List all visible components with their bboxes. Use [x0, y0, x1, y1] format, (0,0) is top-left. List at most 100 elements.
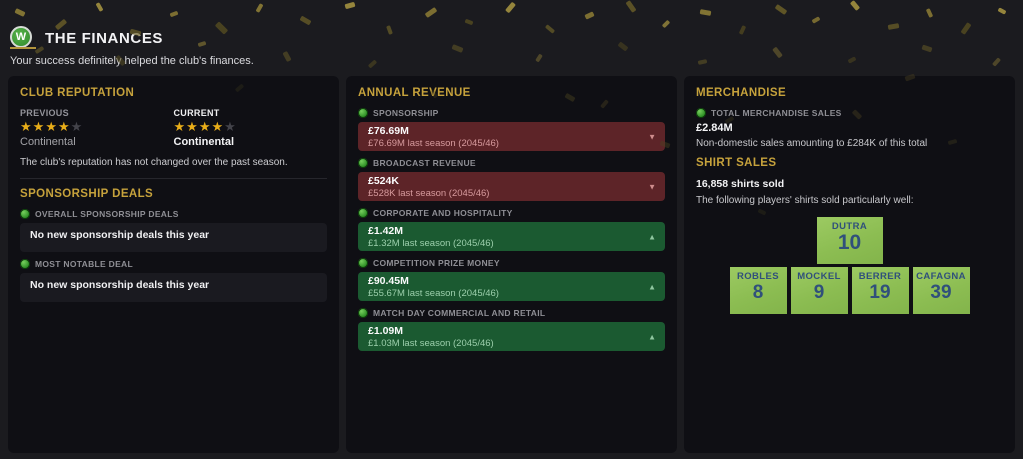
shirt-player-name: BERRER [858, 271, 902, 282]
shirt-row: ROBLES 8 MOCKEL 9 BERRER 19 CAFAGNA 39 [696, 267, 1003, 314]
revenue-last-season: £528K last season (2045/46) [368, 188, 490, 199]
merchandise-heading: MERCHANDISE [696, 87, 787, 99]
confetti-piece [299, 15, 312, 26]
confetti-piece [699, 9, 712, 16]
confetti-piece [197, 40, 207, 48]
confetti-piece [367, 59, 378, 69]
confetti-piece [95, 2, 104, 12]
shirt-mockel: MOCKEL 9 [790, 267, 848, 314]
revenue-value: £90.45M [368, 275, 409, 287]
confetti-piece [849, 0, 861, 11]
star-icon: ★ [173, 119, 187, 134]
sponsorship-deals-icon [20, 209, 30, 219]
club-reputation-panel: CLUB REPUTATION PREVIOUS ★★★★★ Continent… [8, 76, 339, 453]
reputation-summary: The club's reputation has not changed ov… [20, 157, 288, 168]
confetti-piece [169, 10, 179, 18]
confetti-piece [505, 1, 516, 14]
total-merchandise-value: £2.84M [696, 122, 733, 134]
corporate-category-icon [358, 208, 368, 218]
corporate-label-row: CORPORATE AND HOSPITALITY [358, 208, 665, 218]
confetti-piece [811, 16, 821, 24]
overall-sponsorship-card: No new sponsorship deals this year [20, 223, 327, 252]
corporate-label: CORPORATE AND HOSPITALITY [373, 208, 513, 218]
confetti-piece [661, 19, 671, 29]
confetti-piece [921, 44, 933, 53]
shirts-note: The following players' shirts sold parti… [696, 195, 914, 206]
star-icon: ★ [45, 119, 58, 134]
broadcast-label-row: BROADCAST REVENUE [358, 158, 665, 168]
confetti-piece [847, 56, 857, 64]
confetti-piece [214, 21, 229, 35]
confetti-piece [584, 11, 595, 20]
section-divider [20, 178, 327, 179]
confetti-piece [774, 4, 788, 15]
star-icon: ★ [224, 119, 237, 134]
revenue-last-season: £76.69M last season (2045/46) [368, 138, 499, 149]
confetti-piece [54, 18, 68, 31]
shirt-sales-heading: SHIRT SALES [696, 157, 777, 169]
shirt-cafagna: CAFAGNA 39 [912, 267, 970, 314]
confetti-piece [282, 50, 292, 63]
annual-revenue-panel: ANNUAL REVENUE SPONSORSHIP £76.69M £76.6… [346, 76, 677, 453]
club-reputation-heading: CLUB REPUTATION [20, 87, 135, 99]
confetti-piece [887, 23, 900, 30]
trend-arrow-icon [648, 132, 656, 141]
star-icon: ★ [198, 119, 212, 134]
shirt-player-name: CAFAGNA [916, 271, 966, 282]
previous-label: PREVIOUS [20, 108, 69, 118]
current-label: CURRENT [173, 108, 220, 118]
club-badge-letter: W [15, 31, 27, 43]
confetti-piece [14, 8, 26, 17]
notable-deal-icon [20, 259, 30, 269]
notable-deal-label-row: MOST NOTABLE DEAL [20, 259, 327, 269]
current-reputation-level: Continental [173, 136, 235, 148]
reputation-comparison: PREVIOUS ★★★★★ Continental CURRENT ★★★★★… [20, 108, 327, 148]
confetti-piece [697, 59, 708, 65]
star-icon: ★ [186, 119, 199, 134]
confetti-piece [960, 22, 972, 35]
accent-underline [10, 47, 36, 49]
revenue-value: £524K [368, 175, 399, 187]
shirt-number: 19 [869, 282, 891, 303]
corporate-revenue-card: £1.42M £1.32M last season (2045/46) [358, 222, 665, 251]
match-day-label-row: MATCH DAY COMMERCIAL AND RETAIL [358, 308, 665, 318]
prize-money-label-row: COMPETITION PRIZE MONEY [358, 258, 665, 268]
reputation-current: CURRENT ★★★★★ Continental [174, 108, 328, 148]
page-title: THE FINANCES [45, 30, 164, 47]
reputation-previous: PREVIOUS ★★★★★ Continental [20, 108, 174, 148]
shirt-number: 8 [752, 282, 764, 303]
match-day-revenue-card: £1.09M £1.03M last season (2045/46) [358, 322, 665, 351]
star-icon: ★ [32, 119, 46, 134]
trend-arrow-icon [648, 282, 656, 291]
shirts-sold-count: 16,858 shirts sold [696, 178, 785, 190]
previous-reputation-level: Continental [20, 136, 76, 148]
notable-deal-card: No new sponsorship deals this year [20, 273, 327, 302]
confetti-piece [738, 25, 747, 35]
confetti-piece [255, 3, 264, 13]
confetti-piece [925, 8, 934, 18]
star-icon: ★ [20, 119, 33, 134]
sponsorship-category-icon [358, 108, 368, 118]
notable-deal-label: MOST NOTABLE DEAL [35, 259, 133, 269]
revenue-value: £1.42M [368, 225, 404, 237]
confetti-piece [535, 53, 543, 63]
trend-arrow-icon [648, 182, 656, 191]
star-icon: ★ [57, 119, 71, 134]
match-day-label: MATCH DAY COMMERCIAL AND RETAIL [373, 308, 546, 318]
previous-star-rating: ★★★★★ [20, 120, 174, 134]
broadcast-revenue-card: £524K £528K last season (2045/46) [358, 172, 665, 201]
overall-sponsorship-label: OVERALL SPONSORSHIP DEALS [35, 209, 179, 219]
sponsorship-label: SPONSORSHIP [373, 108, 439, 118]
confetti-piece [544, 24, 556, 34]
trend-arrow-icon [648, 332, 656, 341]
sponsorship-deals-heading: SPONSORSHIP DEALS [20, 188, 154, 200]
prize-money-revenue-card: £90.45M £55.67M last season (2045/46) [358, 272, 665, 301]
broadcast-label: BROADCAST REVENUE [373, 158, 476, 168]
page-subtitle: Your success definitely helped the club'… [10, 55, 254, 67]
confetti-piece [464, 18, 474, 26]
shirt-player-name: MOCKEL [797, 271, 841, 282]
confetti-piece [997, 7, 1007, 15]
sponsorship-label-row: SPONSORSHIP [358, 108, 665, 118]
shirt-robles: ROBLES 8 [729, 267, 787, 314]
